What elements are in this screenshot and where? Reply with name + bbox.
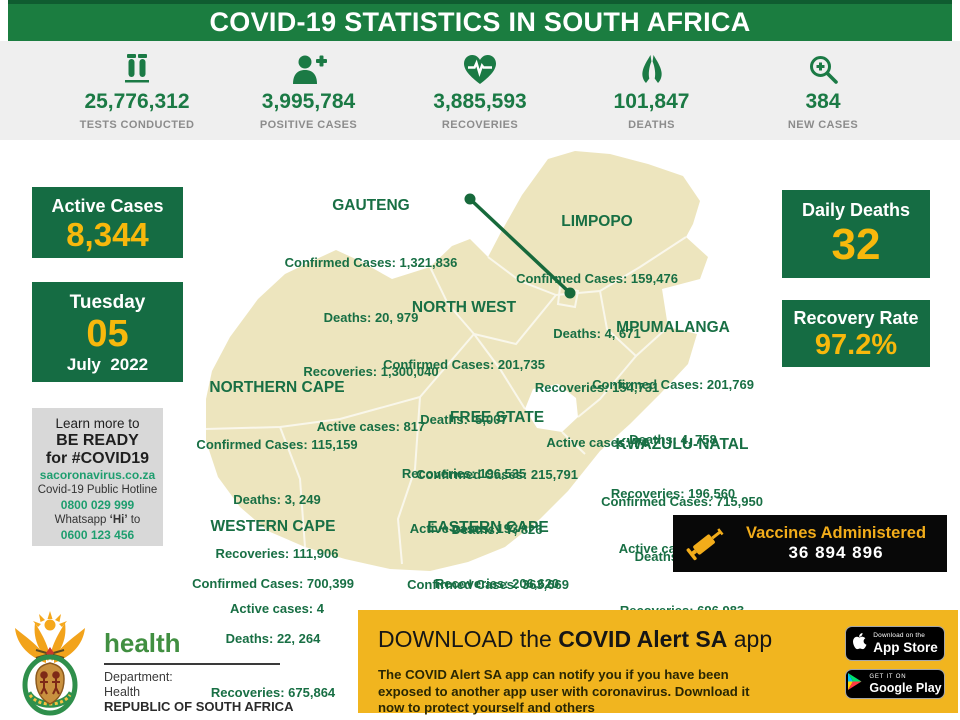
lesotho-cutout — [525, 384, 578, 432]
daily-deaths-box: Daily Deaths 32 — [782, 190, 930, 278]
learn-more-box: Learn more to BE READY for #COVID19 saco… — [32, 408, 163, 546]
stat-deaths: 101,847 DEATHS — [577, 51, 727, 131]
be-ready-text: BE READY — [56, 432, 139, 449]
stat-positive-cases: 3,995,784 POSITIVE CASES — [234, 51, 384, 131]
website-link[interactable]: sacoronavirus.co.za — [39, 468, 156, 482]
national-stats-bar: 25,776,312 TESTS CONDUCTED 3,995,784 POS… — [0, 41, 960, 140]
active-cases-value: 8,344 — [66, 216, 149, 253]
daily-deaths-label: Daily Deaths — [801, 200, 911, 220]
whatsapp-number[interactable]: 0600 123 456 — [60, 528, 135, 542]
header-bar: COVID-19 STATISTICS IN SOUTH AFRICA — [8, 0, 952, 41]
app-store-badge-text: Download on the App Store — [873, 631, 938, 655]
gauteng-pointer-line — [464, 193, 576, 299]
vaccines-label: Vaccines Administered — [745, 524, 927, 542]
divider-rule — [104, 663, 280, 665]
positive-cases-value: 3,995,784 — [261, 89, 356, 113]
vaccines-administered-box: Vaccines Administered 36 894 896 — [673, 515, 947, 572]
magnifier-plus-icon — [808, 51, 839, 85]
active-cases-label: Active Cases — [51, 196, 164, 216]
download-description: The COVID Alert SA app can notify you if… — [378, 667, 750, 715]
google-play-badge[interactable]: GET IT ON Google Play — [845, 669, 945, 699]
date-box: Tuesday 05 July 2022 — [32, 282, 183, 382]
positive-cases-label: POSITIVE CASES — [259, 118, 358, 131]
coat-of-arms — [10, 611, 90, 720]
department-block: health Department: Health REPUBLIC OF SO… — [104, 628, 293, 715]
apple-icon — [852, 632, 867, 655]
download-banner: DOWNLOAD the COVID Alert SA app The COVI… — [358, 610, 958, 715]
recoveries-label: RECOVERIES — [441, 118, 519, 131]
province-stats-northern-cape: NORTHERN CAPE Confirmed Cases: 115,159 D… — [196, 379, 358, 616]
stat-recoveries: 3,885,593 RECOVERIES — [405, 51, 555, 131]
recoveries-value: 3,885,593 — [433, 89, 527, 113]
date-month-year: July 2022 — [66, 355, 149, 374]
active-cases-box: Active Cases 8,344 — [32, 187, 183, 258]
province-borders — [205, 236, 687, 565]
department-line2: Health — [104, 684, 141, 699]
syringe-icon — [683, 519, 729, 568]
province-stats-north-west: NORTH WEST Confirmed Cases: 201,735 Deat… — [383, 299, 545, 536]
department-line1: Department: — [104, 670, 173, 684]
province-stats-mpumalanga: MPUMALANGA Confirmed Cases: 201,769 Deat… — [592, 319, 754, 556]
for-covid19-text: for #COVID19 — [45, 450, 150, 467]
south-africa-map — [205, 151, 708, 571]
learn-more-intro: Learn more to — [55, 416, 140, 431]
recovery-rate-value: 97.2% — [814, 329, 898, 361]
province-stats-limpopo: LIMPOPO Confirmed Cases: 159,476 Deaths:… — [516, 213, 678, 450]
tests-conducted-label: TESTS CONDUCTED — [79, 118, 195, 131]
stat-new-cases: 384 NEW CASES — [748, 51, 898, 131]
province-stats-western-cape: WESTERN CAPE Confirmed Cases: 700,399 De… — [192, 518, 354, 700]
vaccines-value: 36 894 896 — [788, 543, 884, 562]
download-title: DOWNLOAD the COVID Alert SA app — [378, 626, 773, 652]
heartbeat-icon — [462, 51, 498, 85]
whatsapp-line: Whatsapp ‘Hi’ to — [54, 514, 141, 526]
app-store-badge[interactable]: Download on the App Store — [845, 626, 945, 661]
new-cases-value: 384 — [805, 89, 841, 113]
deaths-value: 101,847 — [613, 89, 690, 113]
health-brand: health — [104, 628, 181, 658]
deaths-label: DEATHS — [628, 118, 675, 131]
hotline-number[interactable]: 0800 029 999 — [60, 498, 135, 512]
province-stats-gauteng: GAUTENG Confirmed Cases: 1,321,836 Death… — [284, 197, 458, 434]
test-tubes-icon — [120, 51, 154, 85]
google-play-icon — [848, 673, 863, 695]
praying-hands-icon — [637, 51, 667, 85]
person-plus-icon — [291, 51, 327, 85]
vaccines-text: Vaccines Administered 36 894 896 — [735, 524, 937, 563]
daily-deaths-value: 32 — [831, 220, 881, 269]
recovery-rate-label: Recovery Rate — [793, 308, 919, 328]
new-cases-label: NEW CASES — [787, 118, 859, 131]
tests-conducted-value: 25,776,312 — [84, 89, 190, 113]
date-day-number: 05 — [86, 313, 129, 355]
recovery-rate-box: Recovery Rate 97.2% — [782, 300, 930, 367]
hotline-label: Covid-19 Public Hotline — [37, 484, 158, 496]
page-title: COVID-19 STATISTICS IN SOUTH AFRICA — [209, 7, 751, 37]
stat-tests: 25,776,312 TESTS CONDUCTED — [62, 51, 212, 131]
date-weekday: Tuesday — [69, 292, 146, 313]
google-play-badge-text: GET IT ON Google Play — [869, 673, 942, 695]
republic-text: REPUBLIC OF SOUTH AFRICA — [104, 699, 294, 714]
